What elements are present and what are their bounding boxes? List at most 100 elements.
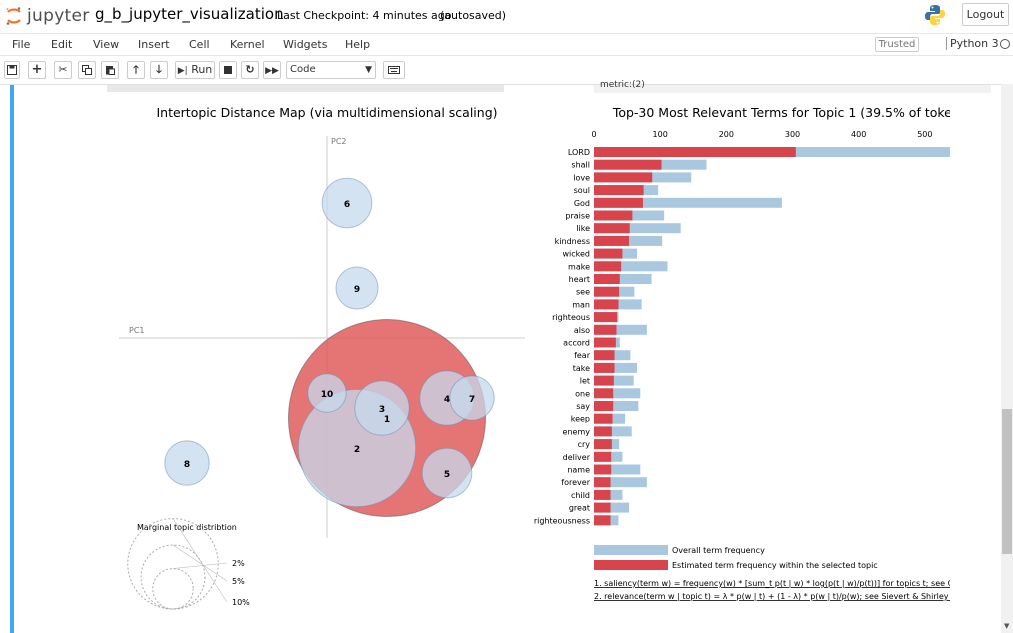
topic-frequency-bar[interactable]	[594, 413, 613, 424]
term-label[interactable]: kindness	[555, 237, 590, 246]
menu-file[interactable]: File	[12, 38, 31, 51]
term-label[interactable]: righteousness	[534, 516, 590, 525]
topic-circle-6[interactable]	[321, 177, 373, 229]
overall-frequency-bar[interactable]	[594, 477, 647, 488]
topic-frequency-bar[interactable]	[594, 350, 615, 361]
jupyter-logo[interactable]: jupyter	[5, 4, 90, 28]
vertical-scrollbar[interactable]: ▼	[1001, 84, 1013, 633]
term-label[interactable]: cry	[578, 440, 591, 449]
cell-type-select[interactable]: Code ▼	[286, 61, 376, 79]
kernel-name[interactable]: Python 3	[946, 37, 999, 50]
term-label[interactable]: see	[576, 288, 590, 297]
overall-frequency-bar[interactable]	[594, 324, 647, 335]
topic-frequency-bar[interactable]	[594, 388, 614, 399]
overall-frequency-bar[interactable]	[594, 375, 634, 386]
term-label[interactable]: deliver	[563, 453, 591, 462]
topic-frequency-bar[interactable]	[594, 426, 612, 437]
term-label[interactable]: wicked	[562, 250, 590, 259]
menu-edit[interactable]: Edit	[51, 38, 73, 51]
footnote-relevance[interactable]: 2. relevance(term w | topic t) = λ * p(w…	[594, 592, 950, 601]
menu-cell[interactable]: Cell	[189, 38, 210, 51]
topic-frequency-bar[interactable]	[594, 375, 614, 386]
topic-frequency-bar[interactable]	[594, 477, 611, 488]
topic-frequency-bar[interactable]	[594, 274, 620, 284]
overall-frequency-bar[interactable]	[594, 223, 681, 234]
topic-frequency-bar[interactable]	[594, 248, 623, 259]
command-palette-button[interactable]	[383, 61, 405, 79]
topic-frequency-bar[interactable]	[594, 147, 796, 157]
topic-frequency-bar[interactable]	[594, 337, 616, 348]
menu-view[interactable]: View	[93, 38, 120, 51]
topic-frequency-bar[interactable]	[594, 286, 620, 297]
term-label[interactable]: praise	[565, 212, 590, 221]
topic-frequency-bar[interactable]	[594, 185, 644, 196]
topic-frequency-bar[interactable]	[594, 197, 643, 208]
overall-frequency-bar[interactable]	[594, 274, 652, 284]
term-label[interactable]: God	[574, 199, 590, 208]
scroll-down-icon[interactable]: ▼	[1004, 622, 1010, 630]
term-label[interactable]: fear	[574, 351, 591, 360]
term-label[interactable]: say	[576, 402, 590, 411]
term-label[interactable]: shall	[571, 161, 590, 170]
restart-button[interactable]: ↻	[241, 61, 259, 79]
topic-frequency-bar[interactable]	[594, 324, 617, 335]
topic-frequency-bar[interactable]	[594, 312, 618, 323]
term-label[interactable]: child	[571, 491, 590, 500]
topic-circle-10[interactable]	[307, 373, 347, 413]
term-label[interactable]: make	[568, 262, 590, 271]
topic-frequency-bar[interactable]	[594, 210, 633, 221]
term-label[interactable]: accord	[563, 339, 590, 348]
topic-frequency-bar[interactable]	[594, 515, 611, 526]
move-up-button[interactable]: 🡑	[127, 61, 145, 79]
overall-frequency-bar[interactable]	[594, 464, 641, 475]
overall-frequency-bar[interactable]	[594, 502, 630, 513]
term-label[interactable]: LORD	[568, 148, 590, 157]
menu-kernel[interactable]: Kernel	[230, 38, 265, 51]
footnote-saliency[interactable]: 1. saliency(term w) = frequency(w) * [su…	[594, 579, 950, 588]
menu-widgets[interactable]: Widgets	[283, 38, 328, 51]
menu-help[interactable]: Help	[345, 38, 371, 51]
term-label[interactable]: let	[580, 377, 590, 386]
menu-insert[interactable]: Insert	[138, 38, 170, 51]
topic-frequency-bar[interactable]	[594, 261, 622, 272]
term-label[interactable]: take	[573, 364, 590, 373]
move-down-button[interactable]: 🡓	[150, 61, 168, 79]
selected-cell-indicator[interactable]	[10, 85, 14, 633]
term-label[interactable]: one	[575, 389, 590, 398]
term-label[interactable]: enemy	[563, 427, 591, 436]
topic-circle-7[interactable]	[449, 375, 495, 421]
topic-circle-3[interactable]	[354, 380, 410, 436]
overall-frequency-bar[interactable]	[594, 401, 639, 411]
logout-button[interactable]: Logout	[962, 3, 1009, 26]
term-label[interactable]: soul	[574, 186, 590, 195]
term-label[interactable]: heart	[569, 275, 590, 284]
overall-frequency-bar[interactable]	[594, 426, 632, 437]
topic-frequency-bar[interactable]	[594, 439, 612, 450]
topic-frequency-bar[interactable]	[594, 489, 611, 500]
copy-button[interactable]	[78, 61, 96, 79]
restart-run-all-button[interactable]: ▶▶	[263, 61, 281, 79]
notebook-name[interactable]: g_b_jupyter_visualization	[95, 5, 284, 23]
topic-frequency-bar[interactable]	[594, 223, 630, 234]
trusted-indicator[interactable]: Trusted	[875, 37, 919, 52]
term-label[interactable]: love	[573, 173, 590, 182]
term-label[interactable]: great	[569, 504, 590, 513]
topic-circle-8[interactable]	[164, 440, 210, 486]
term-label[interactable]: keep	[571, 415, 590, 424]
scrollbar-thumb[interactable]	[1002, 409, 1012, 554]
run-button[interactable]: ▶| Run	[175, 61, 215, 79]
term-label[interactable]: righteous	[552, 313, 590, 322]
topic-frequency-bar[interactable]	[594, 362, 615, 373]
term-label[interactable]: man	[572, 300, 590, 309]
topic-frequency-bar[interactable]	[594, 502, 611, 513]
topic-frequency-bar[interactable]	[594, 172, 653, 183]
paste-button[interactable]	[101, 61, 119, 79]
topic-frequency-bar[interactable]	[594, 235, 630, 246]
overall-frequency-bar[interactable]	[594, 197, 782, 208]
topic-circle-5[interactable]	[421, 447, 473, 499]
topic-frequency-bar[interactable]	[594, 299, 619, 310]
topic-frequency-bar[interactable]	[594, 451, 612, 462]
topic-frequency-bar[interactable]	[594, 401, 614, 411]
term-label[interactable]: forever	[561, 478, 590, 487]
overall-frequency-bar[interactable]	[594, 388, 641, 399]
